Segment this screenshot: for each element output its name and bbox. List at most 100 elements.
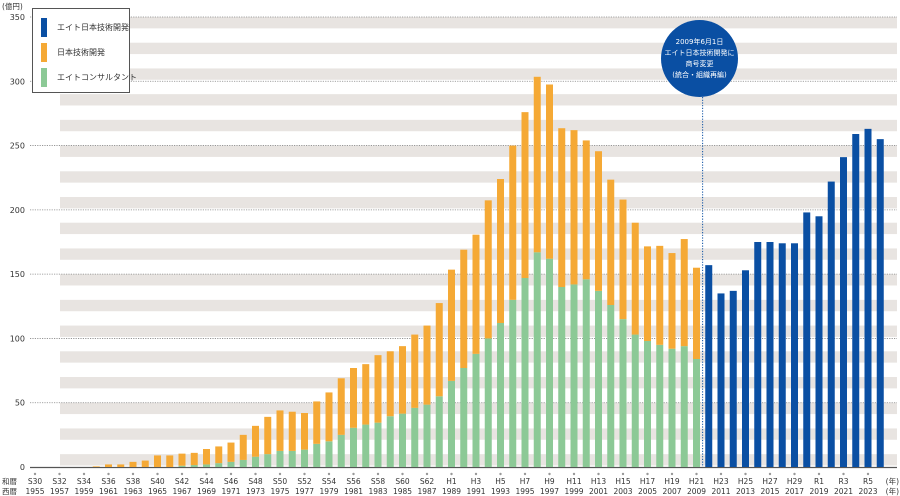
bar-segment-nihon-gijutsu (595, 151, 602, 291)
bar-segment-eight-consultant (582, 279, 590, 467)
bar-segment-eight-consultant (350, 427, 357, 467)
x-tick-year-label: 2021 (834, 487, 853, 496)
y-tick-label: 200 (10, 206, 25, 215)
x-tick-era-label: H17 (640, 477, 655, 486)
x-tick-year-label: 1995 (515, 487, 534, 496)
bar-segment-nihon-gijutsu (252, 425, 259, 457)
bar-segment-eight-consultant (190, 465, 198, 467)
bar-segment-nihon-gijutsu (411, 334, 419, 408)
bar-segment-eight-consultant (252, 456, 259, 467)
x-tick-dot (670, 472, 674, 476)
x-tick-era-label: S34 (77, 477, 92, 486)
x-tick-dot (205, 472, 208, 476)
bar-segment-eight-consultant (203, 464, 210, 467)
bar-segment-eight-consultant (386, 416, 394, 467)
x-tick-year-label: 1975 (270, 487, 289, 496)
annotation-line-2: エイト日本技術開発に (664, 48, 735, 57)
x-tick-year-label: 2017 (785, 487, 804, 496)
bar-segment-nihon-gijutsu (374, 355, 382, 423)
x-tick-dot (719, 472, 723, 476)
bar-segment-nihon-gijutsu (215, 446, 223, 464)
bar-segment-nihon-gijutsu (301, 413, 308, 450)
bars (92, 76, 884, 468)
bar-segment-eight-consultant (484, 338, 492, 467)
bar-segment-nihon-gijutsu (680, 239, 688, 347)
bar-segment-nihon-gijutsu (533, 76, 541, 253)
bar-segment-eight-nihon (815, 216, 823, 467)
x-tick-era-label: S50 (273, 477, 288, 486)
x-tick-dot (131, 472, 135, 476)
x-tick-era-label: S32 (52, 477, 67, 486)
bar-segment-eight-consultant (497, 323, 504, 467)
x-tick-dot (866, 472, 870, 476)
stripe-band (60, 17, 897, 29)
annotation-line-1: 2009年6月1日 (675, 37, 724, 46)
legend-swatch (41, 17, 47, 37)
x-tick-year-label: 1955 (25, 487, 44, 496)
bar-segment-eight-consultant (301, 449, 308, 467)
legend-label: 日本技術開発 (57, 47, 105, 57)
x-tick-era-label: H3 (471, 477, 482, 486)
era-row-label: 和暦 (2, 477, 17, 486)
bar-segment-eight-consultant (227, 461, 235, 467)
x-tick-dot (278, 472, 282, 476)
x-tick-dot (499, 472, 502, 476)
gridlines (30, 16, 897, 469)
bar-segment-nihon-gijutsu (154, 455, 161, 467)
bar-segment-nihon-gijutsu (141, 460, 149, 467)
y-axis-ticks: 0 50 100 150 200 250 300 350 (10, 13, 25, 472)
legend-swatch (41, 42, 47, 62)
x-tick-dot (180, 472, 184, 476)
year-unit-label: (年) (886, 486, 899, 496)
bar-segment-eight-nihon (852, 134, 860, 467)
x-tick-dot (156, 472, 159, 476)
y-tick-label: 300 (10, 77, 25, 86)
x-tick-era-label: S52 (297, 477, 312, 486)
x-tick-era-label: H13 (591, 477, 606, 486)
bar-segment-nihon-gijutsu (92, 466, 100, 467)
bar-segment-nihon-gijutsu (117, 464, 125, 467)
bar-segment-nihon-gijutsu (288, 411, 296, 451)
bar-segment-eight-consultant (423, 404, 431, 467)
bar-segment-eight-consultant (570, 284, 578, 467)
x-tick-year-label: 2023 (858, 487, 877, 496)
x-tick-dot (352, 472, 355, 476)
x-tick-dot (401, 472, 404, 476)
y-tick-label: 100 (10, 334, 25, 343)
x-tick-dot (793, 472, 796, 476)
bar-segment-nihon-gijutsu (239, 434, 247, 460)
bar-segment-eight-consultant (276, 450, 284, 467)
bar-segment-eight-consultant (435, 396, 443, 467)
y-tick-label: 250 (10, 142, 25, 151)
x-tick-era-label: S62 (420, 477, 435, 486)
bar-segment-eight-consultant (313, 443, 321, 467)
x-tick-dot (450, 472, 453, 476)
x-tick-year-label: 1967 (172, 487, 191, 496)
bar-segment-eight-consultant (607, 305, 615, 467)
x-tick-year-label: 1987 (417, 487, 436, 496)
bar-segment-nihon-gijutsu (521, 112, 529, 279)
x-tick-year-label: 1989 (442, 487, 461, 496)
x-tick-dot (376, 472, 380, 476)
x-tick-era-label: H11 (566, 477, 581, 486)
stripe-band (60, 94, 897, 106)
bar-segment-eight-nihon (827, 181, 835, 468)
era-unit-label: (年) (886, 476, 899, 486)
bar-segment-nihon-gijutsu (264, 416, 272, 455)
x-tick-dot (646, 472, 649, 476)
x-tick-era-label: H19 (664, 477, 679, 486)
bar-segment-eight-consultant (460, 368, 468, 467)
y-tick-label: 350 (10, 13, 25, 22)
legend-item-eight-nihon: エイト日本技術開発 (41, 17, 129, 37)
bar-segment-nihon-gijutsu (276, 410, 284, 451)
x-tick-era-label: R1 (814, 477, 824, 486)
x-tick-era-label: S44 (199, 477, 214, 486)
bar-segment-nihon-gijutsu (631, 222, 639, 335)
annotation-callout: 2009年6月1日 エイト日本技術開発に 商号変更 (統合・組織再編) (661, 20, 738, 97)
bar-segment-eight-consultant (264, 454, 272, 467)
bar-segment-nihon-gijutsu (558, 128, 566, 287)
x-tick-era-label: S42 (175, 477, 190, 486)
stripe-band (60, 119, 897, 132)
bar-segment-nihon-gijutsu (472, 234, 480, 354)
bar-segment-eight-consultant (668, 348, 676, 467)
